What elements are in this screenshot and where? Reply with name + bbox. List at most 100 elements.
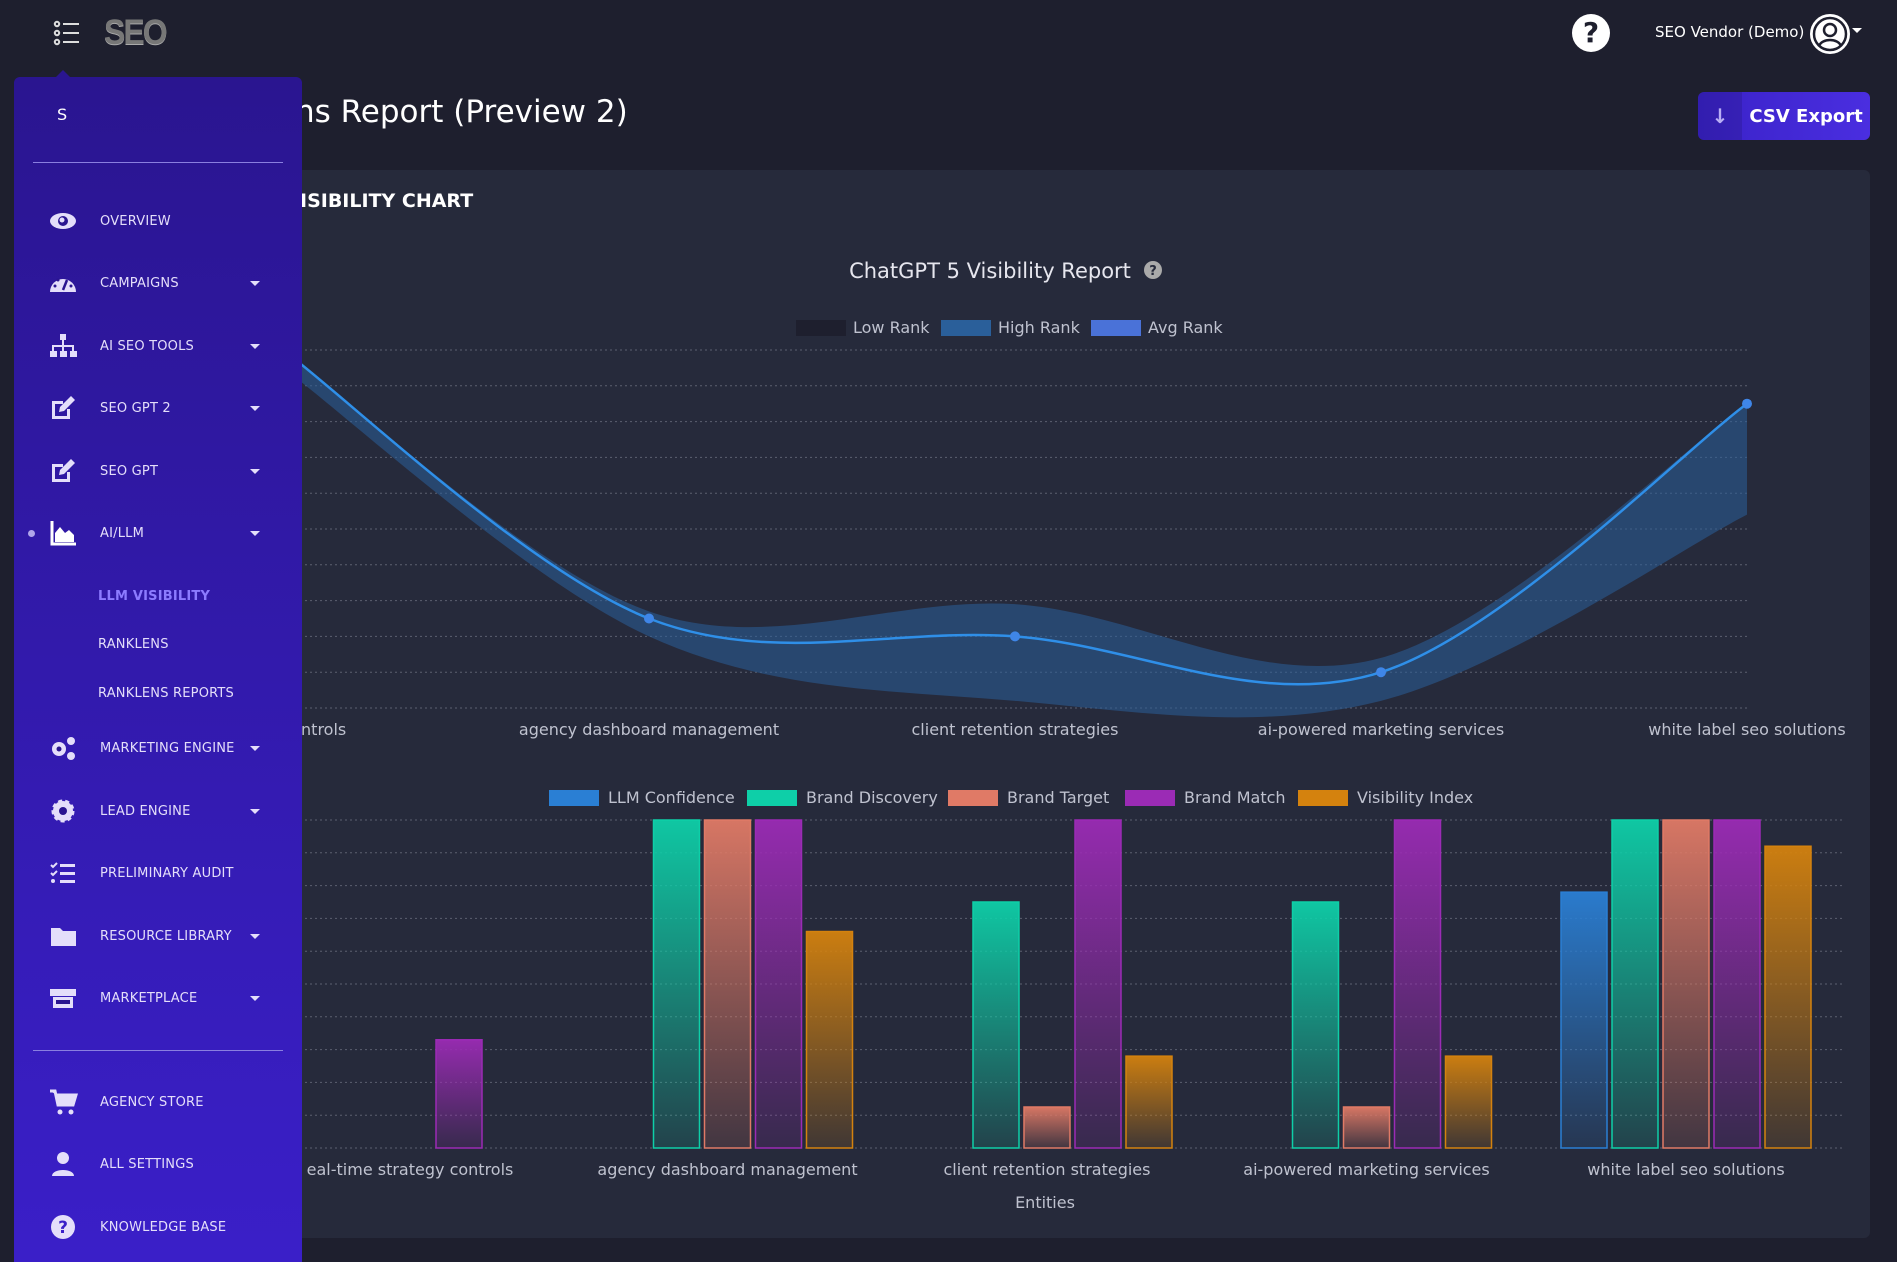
caret-down-icon[interactable] [250, 995, 260, 1001]
caret-down-icon[interactable] [250, 280, 260, 286]
chevron-down-icon[interactable] [1852, 28, 1862, 33]
svg-text:?: ? [1149, 264, 1157, 279]
sidebar-item-ranklens[interactable]: RANKLENS [14, 624, 302, 664]
x-tick-label: ai-powered marketing services [1243, 1160, 1489, 1179]
caret-down-icon[interactable] [250, 933, 260, 939]
sidebar-item-label: LLM VISIBILITY [98, 588, 211, 604]
legend-label: Avg Rank [1148, 318, 1223, 337]
csv-export-label: CSV Export [1749, 105, 1863, 127]
bar-brand-match[interactable] [1713, 819, 1761, 1149]
legend-item[interactable]: LLM Confidence [549, 788, 735, 807]
sidebar-menu: S OVERVIEW CAMPAIGNS AI SEO TOOLS SEO GPT 2… [14, 77, 302, 1262]
sidebar-item-label: AGENCY STORE [100, 1094, 204, 1110]
sidebar-item-label: MARKETPLACE [100, 990, 198, 1006]
bar-brand-match[interactable] [435, 1039, 483, 1149]
bar-brand-target[interactable] [703, 819, 752, 1149]
x-tick-label: eal-time strategy controls [307, 1160, 514, 1179]
legend-label: Brand Target [1007, 788, 1109, 807]
bar-brand-target[interactable] [1023, 1106, 1071, 1149]
sidebar-item-marketplace[interactable]: MARKETPLACE [14, 978, 302, 1018]
sidebar-item-agency-store[interactable]: AGENCY STORE [14, 1082, 302, 1122]
legend-swatch [1125, 790, 1175, 806]
legend-item[interactable]: Brand Target [948, 788, 1109, 807]
legend-swatch [1091, 320, 1141, 336]
legend-item[interactable]: Visibility Index [1298, 788, 1473, 807]
sidebar-item-label: AI SEO TOOLS [100, 338, 194, 354]
sidebar-item-marketing-engine[interactable]: MARKETING ENGINE [14, 728, 302, 768]
sidebar-item-label: RANKLENS [98, 636, 169, 652]
avg-rank-point[interactable] [1010, 631, 1020, 642]
checklist-icon [48, 858, 78, 888]
bar-chart-x-labels: eal-time strategy controls agency dashboa… [307, 1160, 1785, 1179]
arrow-down-icon: ↓ [1698, 92, 1742, 140]
legend-item[interactable]: Brand Match [1125, 788, 1286, 807]
store-icon [48, 983, 78, 1013]
info-icon[interactable]: ? [1144, 261, 1162, 279]
caret-down-icon[interactable] [250, 343, 260, 349]
avg-rank-point[interactable] [1376, 667, 1386, 678]
sidebar-item-ai-seo-tools[interactable]: AI SEO TOOLS [14, 326, 302, 366]
legend-item[interactable]: Low Rank [796, 318, 930, 337]
caret-down-icon[interactable] [250, 468, 260, 474]
legend-item[interactable]: High Rank [941, 318, 1081, 337]
cogs-icon [48, 733, 78, 763]
line-chart: ChatGPT 5 Visibility Report ? Low Rank Hi… [258, 259, 1846, 739]
sidebar-item-label: AI/LLM [100, 525, 145, 541]
line-chart-marks [278, 345, 1752, 718]
bar-brand-discovery[interactable] [652, 819, 701, 1149]
avatar[interactable] [1810, 14, 1850, 54]
bar-brand-match[interactable] [754, 819, 803, 1149]
menu-toggle-button[interactable] [52, 18, 82, 48]
sidebar-item-ranklens-reports[interactable]: RANKLENS REPORTS [14, 673, 302, 713]
sidebar-item-knowledge-base[interactable]: ? KNOWLEDGE BASE [14, 1207, 302, 1247]
bar-brand-discovery[interactable] [1611, 819, 1659, 1149]
sidebar-item-seo-gpt[interactable]: SEO GPT [14, 451, 302, 491]
sidebar-item-overview[interactable]: OVERVIEW [14, 201, 302, 241]
x-tick-label: client retention strategies [912, 720, 1119, 739]
sidebar-item-all-settings[interactable]: ALL SETTINGS [14, 1144, 302, 1184]
sidebar-item-label: CAMPAIGNS [100, 275, 179, 291]
sidebar-item-label: OVERVIEW [100, 213, 171, 229]
help-button[interactable]: ? [1572, 14, 1610, 52]
bar-llm-confidence[interactable] [1560, 891, 1608, 1149]
legend-item[interactable]: Avg Rank [1091, 318, 1223, 337]
sidebar-item-label: MARKETING ENGINE [100, 740, 235, 756]
csv-export-button[interactable]: ↓ CSV Export [1698, 92, 1870, 140]
bar-visibility-index[interactable] [805, 930, 854, 1149]
caret-down-icon[interactable] [250, 405, 260, 411]
sidebar-item-seo-gpt-2[interactable]: SEO GPT 2 [14, 388, 302, 428]
bar-visibility-index[interactable] [1764, 845, 1812, 1149]
caret-down-icon[interactable] [250, 808, 260, 814]
x-tick-label: white label seo solutions [1648, 720, 1845, 739]
legend-label: Visibility Index [1357, 788, 1473, 807]
legend-item[interactable]: Brand Discovery [747, 788, 938, 807]
bar-brand-discovery[interactable] [1291, 901, 1340, 1149]
sidebar-item-preliminary-audit[interactable]: PRELIMINARY AUDIT [14, 853, 302, 893]
sidebar-item-llm-visibility[interactable]: LLM VISIBILITY [14, 576, 302, 616]
user-name[interactable]: SEO Vendor (Demo) [1655, 23, 1805, 41]
bar-chart-legend: LLM Confidence Brand Discovery Brand Targe… [549, 788, 1473, 807]
sidebar-item-resource-library[interactable]: RESOURCE LIBRARY [14, 916, 302, 956]
bar-brand-target[interactable] [1662, 819, 1710, 1149]
sidebar-item-lead-engine[interactable]: LEAD ENGINE [14, 791, 302, 831]
bar-brand-target[interactable] [1342, 1106, 1391, 1149]
bar-brand-match[interactable] [1393, 819, 1442, 1149]
bar-visibility-index[interactable] [1444, 1055, 1493, 1149]
card-title: ISIBILITY CHART [300, 190, 474, 212]
caret-down-icon[interactable] [250, 745, 260, 751]
cart-icon [48, 1087, 78, 1117]
bar-brand-discovery[interactable] [972, 901, 1020, 1149]
legend-label: Brand Match [1184, 788, 1286, 807]
avg-rank-point[interactable] [1742, 398, 1752, 409]
sidebar-item-label: LEAD ENGINE [100, 803, 191, 819]
legend-swatch [1298, 790, 1348, 806]
sidebar-item-ai-llm[interactable]: AI/LLM [14, 513, 302, 553]
svg-text:?: ? [58, 1218, 68, 1238]
bar-visibility-index[interactable] [1125, 1055, 1173, 1149]
avg-rank-point[interactable] [644, 613, 654, 624]
caret-down-icon[interactable] [250, 530, 260, 536]
x-tick-label: agency dashboard management [597, 1160, 857, 1179]
bar-brand-match[interactable] [1074, 819, 1122, 1149]
sidebar-item-campaigns[interactable]: CAMPAIGNS [14, 263, 302, 303]
